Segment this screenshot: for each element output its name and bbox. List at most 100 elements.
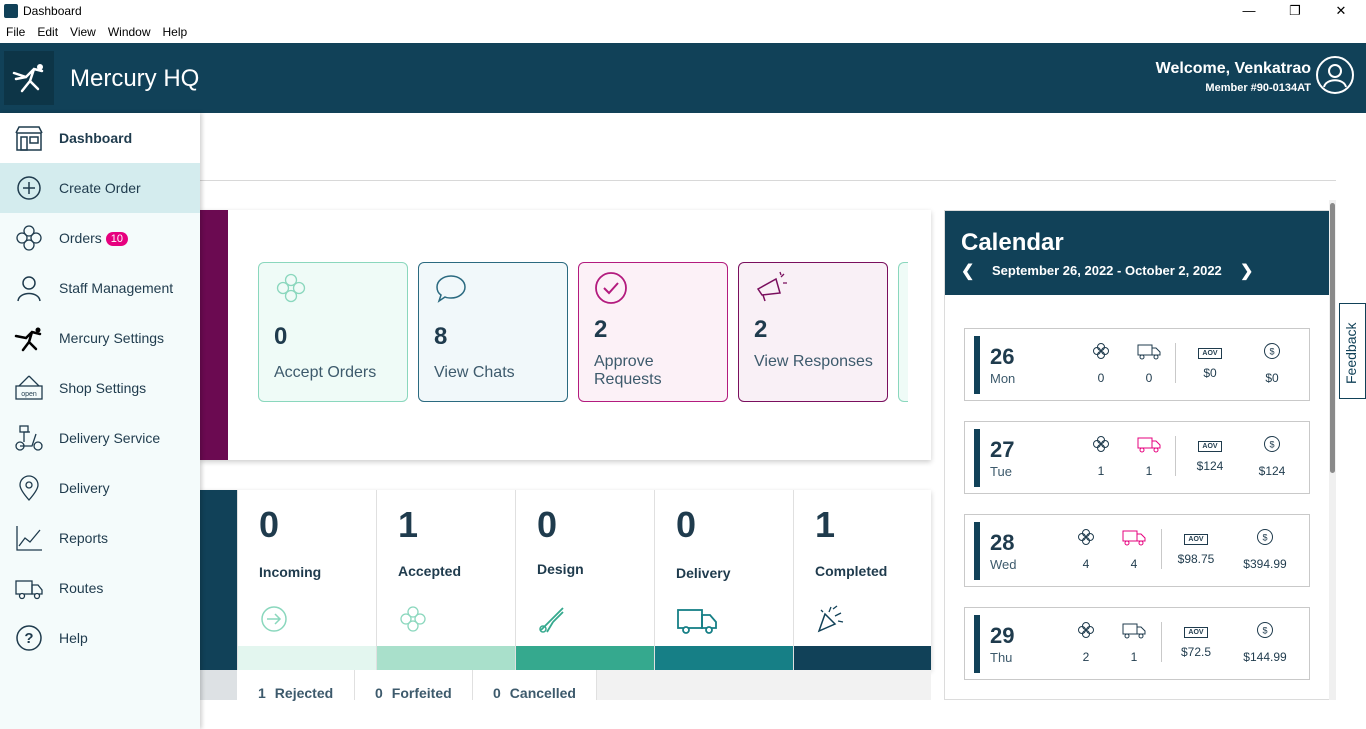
minimize-button[interactable]: — <box>1242 3 1256 18</box>
day-total: $ $394.99 <box>1235 528 1295 571</box>
feedback-label: Feedback <box>1343 322 1359 384</box>
menu-help[interactable]: Help <box>162 25 188 39</box>
menu-bar: File Edit View Window Help <box>0 22 1366 43</box>
feedback-tab[interactable]: Feedback <box>1339 303 1366 399</box>
chat-bubble-icon <box>436 275 466 303</box>
card-accent-strip <box>200 490 237 670</box>
order-status-card: 0 Incoming 1 Accepted 0 Design 0 Deliver… <box>200 490 931 670</box>
day-name: Wed <box>990 557 1017 572</box>
svg-text:$: $ <box>1262 626 1267 636</box>
truck-icon <box>1137 344 1161 360</box>
dollar-circle-icon: $ <box>1264 343 1280 359</box>
content-divider <box>200 180 1336 181</box>
party-popper-icon <box>817 605 844 633</box>
flower-icon <box>1093 343 1109 359</box>
sidebar: Dashboard Create Order Orders 10 Staff Ma… <box>0 113 200 729</box>
day-aov: AOV $124 <box>1196 441 1224 473</box>
tile-view-chats[interactable]: 8 View Chats <box>418 262 568 402</box>
menu-window[interactable]: Window <box>107 25 151 39</box>
day-deliveries: 0 <box>1119 342 1179 385</box>
calendar-scrollbar[interactable] <box>1330 203 1335 473</box>
sidebar-item-delivery[interactable]: Delivery <box>0 463 200 513</box>
day-deliveries: 1 <box>1119 435 1179 478</box>
welcome-text: Welcome, Venkatrao <box>1155 60 1311 77</box>
sidebar-item-mercury-settings[interactable]: Mercury Settings <box>0 313 200 363</box>
sidebar-item-routes[interactable]: Routes <box>0 563 200 613</box>
mercury-logo-icon <box>14 327 42 352</box>
app-icon <box>4 4 18 18</box>
menu-edit[interactable]: Edit <box>37 25 59 39</box>
dollar-circle-icon: $ <box>1264 436 1280 452</box>
cancelled-count[interactable]: 0 Cancelled <box>473 670 597 701</box>
stat-value: 0 <box>537 504 558 545</box>
aov-icon: AOV <box>1184 534 1208 545</box>
sidebar-item-delivery-service[interactable]: Delivery Service <box>0 413 200 463</box>
day-number: 27 <box>990 437 1015 462</box>
svg-text:$: $ <box>1269 440 1274 450</box>
flower-icon <box>16 225 42 251</box>
stat-design[interactable]: 0 Design <box>515 490 654 670</box>
tile-label: Accept Orders <box>274 364 377 381</box>
truck-icon <box>1137 437 1161 453</box>
tile-partial[interactable] <box>898 262 908 402</box>
sidebar-item-staff-management[interactable]: Staff Management <box>0 263 200 313</box>
window-titlebar: Dashboard — ❐ ✕ <box>0 0 1366 22</box>
stat-label: Delivery <box>676 565 731 581</box>
megaphone-icon <box>756 271 787 302</box>
tile-value: 0 <box>274 323 288 350</box>
stat-incoming[interactable]: 0 Incoming <box>237 490 376 670</box>
stat-value: 1 <box>398 504 419 545</box>
day-aov: AOV $0 <box>1180 342 1240 380</box>
sidebar-item-reports[interactable]: Reports <box>0 513 200 563</box>
user-avatar-icon[interactable] <box>1316 56 1354 94</box>
app-brand: Mercury HQ <box>70 65 200 92</box>
stat-label: Accepted <box>398 563 462 579</box>
calendar-title: Calendar <box>961 229 1064 256</box>
sidebar-item-dashboard[interactable]: Dashboard <box>0 113 200 163</box>
calendar-day[interactable]: 26 Mon 0 0 AOV $0 $ $0 <box>964 328 1310 401</box>
sidebar-item-shop-settings[interactable]: open Shop Settings <box>0 363 200 413</box>
chevron-left-icon[interactable]: ❮ <box>961 263 975 280</box>
menu-file[interactable]: File <box>6 25 26 39</box>
forfeited-count[interactable]: 0 Forfeited <box>355 670 473 701</box>
orders-count-badge: 10 <box>105 232 129 246</box>
tile-approve-requests[interactable]: 2 Approve Requests <box>578 262 728 402</box>
truck-icon <box>1122 530 1146 546</box>
day-total: $ $144.99 <box>1235 621 1295 664</box>
sidebar-item-label: Help <box>59 630 88 646</box>
stat-delivery[interactable]: 0 Delivery <box>654 490 793 670</box>
stat-label: Design <box>537 561 584 577</box>
day-number: 26 <box>990 344 1015 369</box>
calendar-date-range: September 26, 2022 - October 2, 2022 <box>992 263 1222 278</box>
dollar-circle-icon: $ <box>1257 622 1273 638</box>
sidebar-item-label: Mercury Settings <box>59 330 165 346</box>
day-orders: 4 <box>1056 528 1116 571</box>
menu-view[interactable]: View <box>70 25 96 39</box>
restore-button[interactable]: ❐ <box>1289 3 1301 18</box>
calendar-header: Calendar ❮ September 26, 2022 - October … <box>945 211 1331 295</box>
stat-value: 0 <box>676 504 697 545</box>
tile-accept-orders[interactable]: 0 Accept Orders <box>258 262 408 402</box>
member-number: Member #90-0134AT <box>1205 82 1311 94</box>
sidebar-item-help[interactable]: ? Help <box>0 613 200 663</box>
sidebar-item-create-order[interactable]: Create Order <box>0 163 200 213</box>
stat-accepted[interactable]: 1 Accepted <box>376 490 515 670</box>
person-icon <box>17 276 41 302</box>
close-button[interactable]: ✕ <box>1335 3 1347 18</box>
day-name: Thu <box>990 650 1013 665</box>
sidebar-item-label: Delivery <box>59 480 110 496</box>
calendar-day[interactable]: 29 Thu 2 1 AOV $72.5 $ $144.99 <box>964 607 1310 680</box>
tile-view-responses[interactable]: 2 View Responses <box>738 262 888 402</box>
aov-icon: AOV <box>1198 441 1222 452</box>
sidebar-item-label: Dashboard <box>59 130 133 146</box>
sidebar-item-orders[interactable]: Orders 10 <box>0 213 200 263</box>
sidebar-item-label: Routes <box>59 580 104 596</box>
tile-label: View Responses <box>754 353 873 370</box>
rejected-count[interactable]: 1 Rejected <box>237 670 355 701</box>
calendar-day[interactable]: 28 Wed 4 4 AOV $98.75 $ $394.99 <box>964 514 1310 587</box>
stat-completed[interactable]: 1 Completed <box>793 490 931 670</box>
menu-toggle[interactable] <box>4 51 54 105</box>
chevron-right-icon[interactable]: ❯ <box>1240 263 1254 280</box>
calendar-day[interactable]: 27 Tue 1 1 AOV $124 $ $124 <box>964 421 1310 494</box>
welcome-block: Welcome, Venkatrao Member #90-0134AT <box>1156 60 1311 94</box>
